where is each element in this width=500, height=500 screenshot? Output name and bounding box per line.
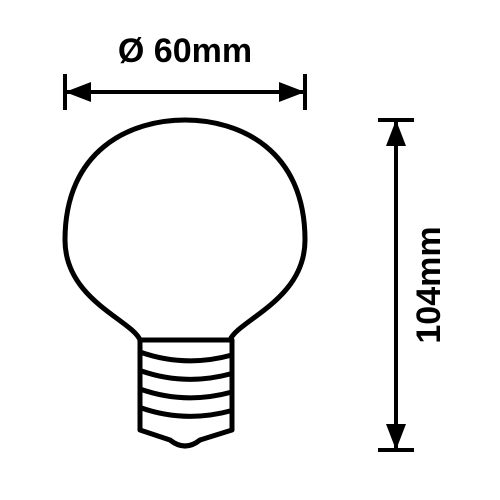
thread-line <box>140 408 232 417</box>
bulb-group <box>65 120 305 446</box>
height-arrow-bottom <box>386 424 406 450</box>
height-label: 104mm <box>410 226 448 343</box>
thread-line <box>140 389 232 398</box>
bulb-glass-outline <box>65 120 305 340</box>
bulb-thread-group <box>140 352 232 416</box>
thread-line <box>140 371 232 380</box>
height-dimension-group: 104mm <box>378 120 448 450</box>
width-dimension-group: Ø 60mm <box>65 32 305 110</box>
height-arrow-top <box>386 120 406 146</box>
width-arrow-left <box>65 82 91 102</box>
width-label: Ø 60mm <box>118 32 252 70</box>
width-arrow-right <box>279 82 305 102</box>
bulb-dimension-diagram: Ø 60mm 104mm <box>0 0 500 500</box>
thread-line <box>140 352 232 361</box>
